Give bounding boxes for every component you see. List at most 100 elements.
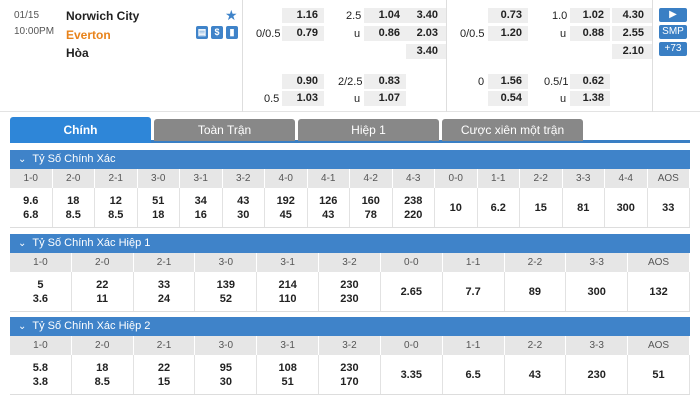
score-label: 3-3 [566,253,629,272]
odds-cell[interactable]: 15 [520,188,563,227]
away-team-name[interactable]: Everton [66,28,111,42]
odds-value: 3.35 [400,368,422,381]
odds-cell[interactable]: 300 [566,272,629,311]
odds-cell[interactable]: 34 16 [180,188,223,227]
odds-cell[interactable]: 10 [435,188,478,227]
score-label: 4-0 [265,169,308,188]
odds-value: 12 [109,194,122,207]
ft-hdp2-home: 0.90 [296,75,318,87]
odds-cell[interactable]: 33 [648,188,690,227]
odds-cell[interactable]: 230 170 [319,355,381,394]
odd-box[interactable] [364,91,406,106]
odds-cell[interactable]: 43 [505,355,567,394]
odd-box[interactable] [570,8,610,23]
chevron-down-icon: ⌄ [18,238,27,249]
odd-box[interactable] [282,91,324,106]
odd-box[interactable] [570,26,610,41]
odds-cell[interactable]: 3.35 [381,355,443,394]
section-header[interactable]: ⌄ Tỷ Số Chính Xác Hiệp 1 [10,234,690,253]
odd-box[interactable] [612,26,652,41]
odds-cell[interactable]: 22 15 [134,355,196,394]
odds-cell[interactable]: 22 11 [72,272,134,311]
odd-box[interactable] [282,74,324,89]
odd-box[interactable] [570,74,610,89]
ht-1x2-draw: 2.10 [622,45,644,57]
score-label: 1-1 [478,169,520,188]
ht-hdp2-away: 0.54 [500,92,522,104]
odds-cell[interactable]: 51 [628,355,690,394]
score-label: 2-1 [134,336,196,355]
odd-box[interactable] [488,74,528,89]
ft-hdp2-away: 1.03 [296,92,318,104]
score-label: 3-2 [319,336,381,355]
section-header[interactable]: ⌄ Tỷ Số Chính Xác [10,150,690,169]
odds-cell[interactable]: 160 78 [350,188,393,227]
odds-cell[interactable]: 95 30 [195,355,258,394]
odds-cell[interactable]: 81 [563,188,605,227]
favorite-star-icon[interactable]: ★ [225,7,238,23]
score-label: 3-1 [257,253,320,272]
odds-cell[interactable]: 2.65 [381,272,443,311]
odds-cell[interactable]: 7.7 [443,272,505,311]
odd-box[interactable] [282,8,324,23]
expand-arrow-button[interactable]: ▶ [659,8,687,22]
dollar-icon[interactable]: $ [211,26,223,39]
odds-cell[interactable]: 5.8 3.8 [10,355,72,394]
match-time: 10:00PM [14,26,55,37]
smp-button[interactable]: SMP [659,25,687,39]
odds-cell[interactable]: 18 8.5 [72,355,134,394]
odds-value: 2.65 [400,285,422,298]
odd-box[interactable] [364,8,406,23]
odd-box[interactable] [406,26,446,41]
score-label: 4-4 [605,169,648,188]
more-markets-button[interactable]: +73 [659,42,687,56]
odd-box[interactable] [488,91,528,106]
stats-icon[interactable]: ▤ [196,26,208,39]
ft-1x2-home: 3.40 [416,9,438,21]
odds-cell[interactable]: 108 51 [257,355,320,394]
odd-box[interactable] [282,26,324,41]
tab-cuoc-xien[interactable]: Cược xiên một trận [442,119,583,141]
odd-box[interactable] [612,44,652,59]
odds-cell[interactable]: 192 45 [265,188,308,227]
odds-cell[interactable]: 139 52 [195,272,258,311]
odd-box[interactable] [364,26,406,41]
odds-cell[interactable]: 43 30 [223,188,265,227]
odds-value: 15 [157,375,171,388]
odds-cell[interactable]: 214 110 [257,272,320,311]
chart-icon[interactable]: ▮ [226,26,238,39]
odds-value: 51 [281,375,294,388]
section-header[interactable]: ⌄ Tỷ Số Chính Xác Hiệp 2 [10,317,690,336]
odds-cell[interactable]: 230 [566,355,629,394]
odds-value: 18 [96,361,109,374]
odds-cell[interactable]: 6.5 [443,355,505,394]
odds-cell[interactable]: 33 24 [134,272,196,311]
tab-hiep-1[interactable]: Hiệp 1 [298,119,439,141]
odd-box[interactable] [406,8,446,23]
score-label: 3-2 [319,253,381,272]
odd-box[interactable] [488,8,528,23]
odds-cell[interactable]: 300 [605,188,648,227]
odd-box[interactable] [612,8,652,23]
odds-cell[interactable]: 126 43 [308,188,350,227]
odds-cell[interactable]: 18 8.5 [53,188,95,227]
odds-cell[interactable]: 89 [505,272,567,311]
odds-cell[interactable]: 6.2 [478,188,520,227]
odds-cell[interactable]: 5 3.6 [10,272,72,311]
odd-box[interactable] [570,91,610,106]
odds-cell[interactable]: 230 230 [319,272,381,311]
odd-box[interactable] [406,44,446,59]
odd-box[interactable] [488,26,528,41]
odds-cell[interactable]: 12 8.5 [95,188,138,227]
odds-cell[interactable]: 132 [628,272,690,311]
odds-value: 78 [364,208,377,221]
odds-cell[interactable]: 238 220 [393,188,435,227]
home-team-name[interactable]: Norwich City [66,9,140,23]
tab-toan-tran[interactable]: Toàn Trận [154,119,295,141]
odd-box[interactable] [364,74,406,89]
draw-label: Hòa [66,46,89,60]
odds-cell[interactable]: 9.6 6.8 [10,188,53,227]
tab-chinh[interactable]: Chính [10,117,151,143]
odds-cell[interactable]: 51 18 [138,188,180,227]
